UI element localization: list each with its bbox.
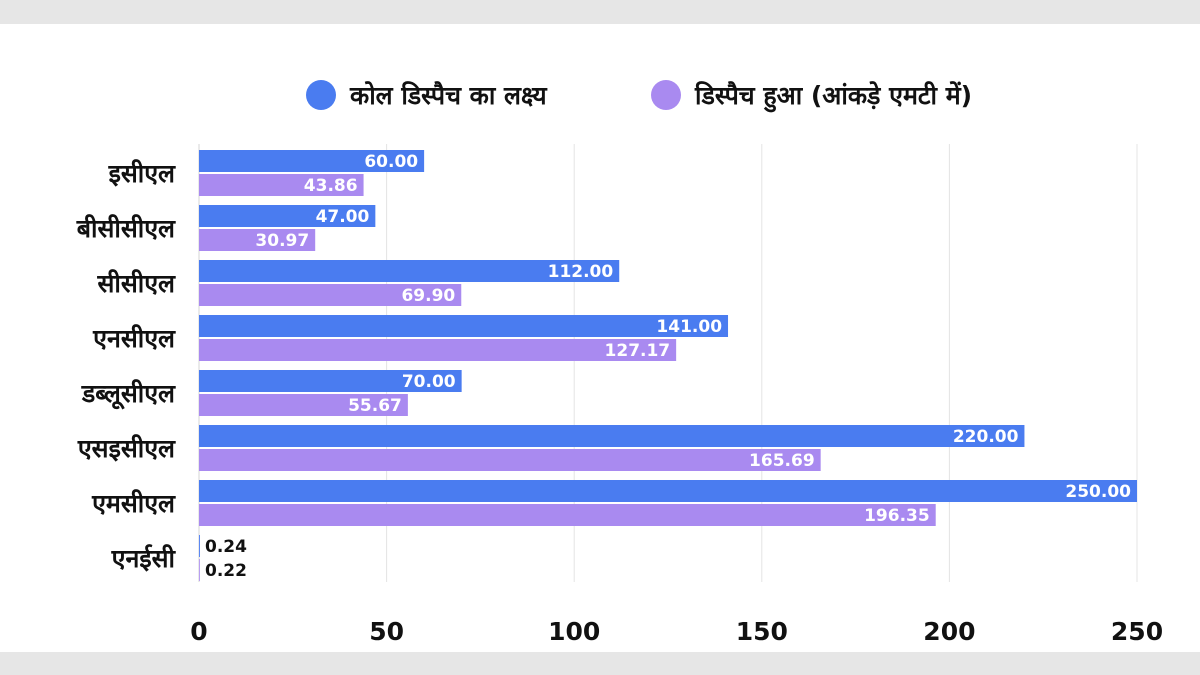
bar-series1-4	[199, 370, 462, 392]
bar-series1-3	[199, 315, 729, 337]
x-axis-ticks: 0 50 100 150 200 250	[190, 617, 1163, 646]
category-label-1: बीसीसीएल	[76, 214, 176, 243]
bar-series1-1	[199, 205, 376, 227]
category-label-0: इसीएल	[108, 159, 176, 188]
x-tick-150: 150	[736, 617, 788, 646]
data-label-series1-2: 112.00	[548, 262, 614, 282]
legend-label-series2: डिस्पैच हुआ (आंकड़े एमटी में)	[694, 81, 972, 113]
bar-series1-2	[199, 260, 620, 282]
category-label-7: एनईसी	[111, 544, 177, 573]
legend-marker-series2	[651, 80, 681, 110]
data-label-series2-6: 196.35	[864, 506, 930, 526]
category-label-3: एनसीएल	[92, 324, 176, 353]
bar-series2-7	[199, 559, 200, 581]
data-label-series1-4: 70.00	[402, 372, 456, 392]
bar-series1-7	[199, 535, 200, 557]
data-label-series2-3: 127.17	[605, 341, 671, 361]
category-label-4: डब्लूसीएल	[81, 379, 176, 410]
x-tick-200: 200	[923, 617, 975, 646]
x-tick-250: 250	[1111, 617, 1163, 646]
category-label-2: सीसीएल	[96, 269, 176, 298]
bar-series2-1	[199, 229, 316, 251]
x-tick-0: 0	[190, 617, 207, 646]
bar-series1-5	[199, 425, 1025, 447]
legend-marker-series1	[306, 80, 336, 110]
data-label-series1-6: 250.00	[1065, 482, 1131, 502]
category-labels: इसीएल बीसीसीएल सीसीएल एनसीएल डब्लूसीएल एसइसीए…	[76, 159, 177, 573]
data-label-series2-5: 165.69	[749, 451, 815, 471]
data-labels: 60.00 43.86 47.00 30.97 112.00 69.90 141.00 127…	[205, 152, 1131, 581]
bar-series2-0	[199, 174, 364, 196]
x-tick-50: 50	[369, 617, 404, 646]
data-label-series2-7: 0.22	[205, 561, 247, 581]
bar-series2-4	[199, 394, 408, 416]
bar-chart: 60.00 43.86 47.00 30.97 112.00 69.90 141.00 127…	[76, 80, 1163, 646]
bar-series1-0	[199, 150, 425, 172]
data-label-series1-3: 141.00	[656, 317, 722, 337]
data-label-series1-7: 0.24	[205, 537, 247, 557]
data-label-series1-0: 60.00	[364, 152, 418, 172]
data-label-series1-1: 47.00	[316, 207, 370, 227]
bar-series2-3	[199, 339, 677, 361]
data-label-series1-5: 220.00	[953, 427, 1019, 447]
data-label-series2-4: 55.67	[348, 396, 402, 416]
bar-series2-2	[199, 284, 462, 306]
category-label-6: एमसीएल	[91, 489, 176, 518]
bar-series2-6	[199, 504, 936, 526]
data-label-series2-0: 43.86	[304, 176, 358, 196]
bars	[199, 150, 1137, 581]
bar-series1-6	[199, 480, 1137, 502]
category-label-5: एसइसीएल	[77, 434, 176, 463]
legend-label-series1: कोल डिस्पैच का लक्ष्य	[349, 81, 548, 110]
data-label-series2-2: 69.90	[401, 286, 455, 306]
chart-container: 60.00 43.86 47.00 30.97 112.00 69.90 141.00 127…	[0, 24, 1200, 652]
bar-series2-5	[199, 449, 821, 471]
data-label-series2-1: 30.97	[255, 231, 309, 251]
x-tick-100: 100	[548, 617, 600, 646]
legend: कोल डिस्पैच का लक्ष्य डिस्पैच हुआ (आंकड़े…	[306, 80, 972, 113]
